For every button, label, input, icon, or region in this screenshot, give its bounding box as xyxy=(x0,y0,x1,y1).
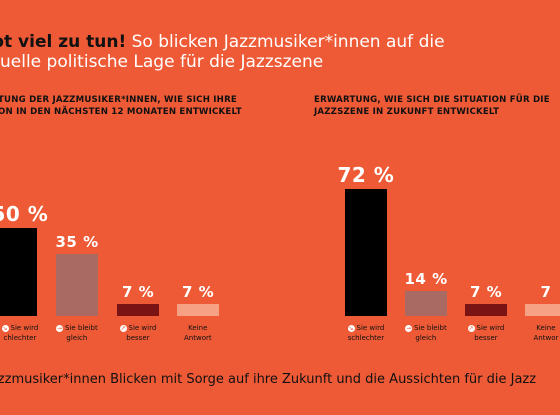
chart-1-bar-4 xyxy=(177,303,219,316)
arrow-right-icon: → xyxy=(405,324,412,332)
chart-2-value-label-1: 72 % xyxy=(337,163,395,188)
arrow-down-icon: ↘ xyxy=(347,324,355,332)
chart-2-bar-3 xyxy=(465,303,507,316)
chart-1-category-4: Keine Antwort xyxy=(184,324,212,342)
headline-text: So blicken Jazzmusiker*innen auf die xyxy=(126,32,445,52)
chart-2-value-label-3: 7 % xyxy=(470,282,503,301)
chart-2-title: ERWARTUNG, WIE SICH DIE SITUATION FÜR DI… xyxy=(314,95,550,117)
chart-1-bar-2 xyxy=(56,254,98,316)
footer-text: Jazzmusiker*innen Blicken mit Sorge auf … xyxy=(0,372,537,387)
chart-2-value-label-4: 7 xyxy=(540,282,552,301)
headline-bold: ibt viel zu tun! xyxy=(0,32,127,52)
chart-1-bar-1 xyxy=(0,228,37,316)
chart-2-bar-4 xyxy=(525,303,560,316)
headline-line-2: uelle politische Lage für die Jazzszene xyxy=(0,52,324,72)
headline-line-1: ibt viel zu tun! So blicken Jazzmusiker*… xyxy=(0,32,445,52)
arrow-up-icon: ↗ xyxy=(467,324,475,332)
chart-2-category-1: ↘ Sie wird schlechter xyxy=(347,324,385,342)
chart-1-category-3: ↗ Sie wird besser xyxy=(119,324,157,342)
arrow-right-icon: → xyxy=(56,324,63,332)
chart-1-category-2: → Sie bleibt gleich xyxy=(56,324,98,342)
chart-1-category-1: ↘ Sie wird chlechter xyxy=(1,324,39,342)
chart-1-title: TUNG DER JAZZMUSIKER*INNEN, WIE SICH IHR… xyxy=(0,95,242,117)
chart-2-bar-2 xyxy=(405,291,447,316)
chart-1-value-label-4: 7 % xyxy=(182,282,215,301)
chart-2-value-label-2: 14 % xyxy=(404,270,448,289)
chart-2-category-3: ↗ Sie wird besser xyxy=(467,324,505,342)
chart-1-bar-3 xyxy=(117,303,159,316)
chart-1-value-label-1: 50 % xyxy=(0,202,49,226)
chart-1-value-label-2: 35 % xyxy=(55,233,99,252)
chart-1-value-label-3: 7 % xyxy=(122,282,155,301)
chart-2-category-2: → Sie bleibt gleich xyxy=(405,324,447,342)
arrow-down-icon: ↘ xyxy=(1,324,9,332)
arrow-up-icon: ↗ xyxy=(119,324,127,332)
chart-2-bar-1 xyxy=(345,189,387,316)
headline: ibt viel zu tun! So blicken Jazzmusiker*… xyxy=(0,32,445,72)
chart-2-category-4: Keine Antwor xyxy=(533,324,559,342)
